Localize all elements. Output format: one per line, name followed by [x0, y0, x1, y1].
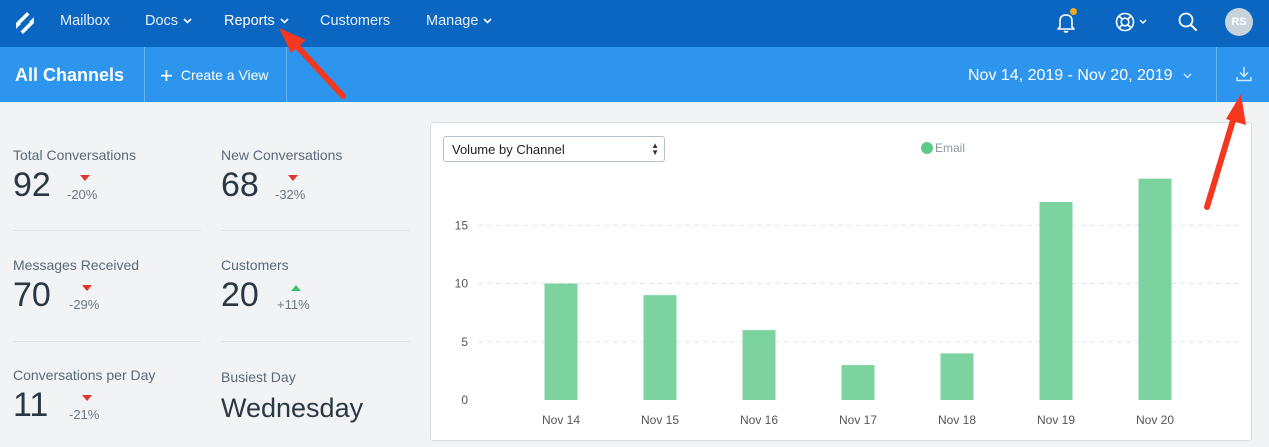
bar-nov-17 [841, 365, 875, 400]
divider [13, 341, 201, 342]
stat-label: New Conversations [221, 147, 343, 163]
create-view-label: Create a View [180, 67, 269, 83]
legend-email-label[interactable]: Email [935, 141, 966, 155]
nav-customers-label: Customers [320, 13, 391, 29]
trend-down-icon [82, 395, 92, 401]
chart-type-select[interactable]: Volume by Channel ▲ ▼ [443, 136, 665, 162]
report-toolbar: All Channels + Create a View Nov 14, 2019… [0, 47, 1269, 102]
stat-value: 20 [221, 276, 259, 314]
select-arrows-icon: ▲ ▼ [651, 141, 659, 157]
y-tick-label: 15 [455, 218, 469, 232]
divider [221, 341, 410, 342]
x-tick-label: Nov 14 [542, 413, 580, 427]
x-tick-label: Nov 17 [839, 413, 877, 427]
bell-icon[interactable] [1053, 9, 1079, 35]
top-navigation: Mailbox Docs Reports Customers Manage RS [0, 0, 1269, 47]
trend-up-icon [291, 285, 301, 291]
stat-customers: Customers 20 +11% [221, 257, 310, 314]
toolbar-divider [1216, 47, 1217, 102]
nav-customers[interactable]: Customers [320, 0, 390, 47]
avatar[interactable]: RS [1225, 8, 1253, 36]
search-icon[interactable] [1175, 9, 1201, 35]
stat-messages-received: Messages Received 70 -29% [13, 257, 140, 314]
nav-mailbox[interactable]: Mailbox [60, 0, 110, 47]
nav-reports[interactable]: Reports [224, 0, 289, 47]
create-view-button[interactable]: + Create a View [160, 47, 269, 102]
chevron-down-icon [1183, 73, 1192, 79]
busiest-day-value: Wednesday [221, 393, 364, 423]
date-range-label: Nov 14, 2019 - Nov 20, 2019 [968, 67, 1173, 84]
nav-manage[interactable]: Manage [426, 0, 492, 47]
bar-nov-18 [940, 353, 974, 400]
toolbar-divider [286, 47, 287, 102]
nav-mailbox-label: Mailbox [60, 13, 110, 29]
legend-email-swatch [921, 142, 933, 154]
y-tick-label: 10 [455, 277, 469, 291]
page-title: All Channels [15, 65, 125, 85]
stat-busiest-day: Busiest Day Wednesday [221, 369, 363, 423]
nav-docs[interactable]: Docs [145, 0, 192, 47]
divider [13, 230, 201, 231]
volume-bar-chart: 0 5 10 15 Nov 14 Nov 15 Nov 16 Nov 17 Nov 18 Nov … [455, 178, 1239, 427]
helpscout-logo-icon[interactable] [14, 10, 36, 36]
nav-reports-label: Reports [224, 13, 275, 29]
divider [221, 230, 410, 231]
y-tick-label: 5 [461, 335, 468, 349]
trend-down-icon [82, 285, 92, 291]
bar-nov-15 [643, 295, 677, 400]
help-icon[interactable] [1112, 9, 1150, 35]
bar-nov-19 [1039, 201, 1073, 400]
chevron-down-icon [483, 18, 492, 24]
stat-conversations-per-day: Conversations per Day 11 -21% [13, 367, 156, 424]
bar-nov-16 [742, 330, 776, 400]
y-tick-label: 0 [461, 393, 468, 407]
stat-new-conversations: New Conversations 68 -32% [221, 147, 343, 204]
trend-down-icon [80, 175, 90, 181]
stat-label: Customers [221, 257, 289, 273]
x-tick-label: Nov 19 [1037, 413, 1075, 427]
stat-value: 92 [13, 166, 51, 204]
chevron-down-icon [280, 18, 289, 24]
download-icon[interactable] [1234, 64, 1254, 84]
date-range-picker[interactable]: Nov 14, 2019 - Nov 20, 2019 [968, 47, 1192, 102]
x-tick-label: Nov 16 [740, 413, 778, 427]
chevron-down-icon [183, 18, 192, 24]
stat-change: -29% [69, 297, 100, 312]
bar-nov-20 [1138, 178, 1172, 400]
stat-value: 70 [13, 276, 51, 314]
stat-label: Busiest Day [221, 369, 296, 385]
stat-change: +11% [277, 297, 310, 312]
stat-value: 68 [221, 166, 259, 204]
notification-dot [1069, 7, 1078, 16]
stat-change: -20% [67, 187, 98, 202]
nav-docs-label: Docs [145, 13, 179, 29]
stat-change: -21% [69, 407, 100, 422]
toolbar-divider [144, 47, 145, 102]
nav-manage-label: Manage [426, 13, 479, 29]
stat-label: Conversations per Day [13, 367, 156, 383]
bar-nov-14 [544, 283, 578, 400]
stat-total-conversations: Total Conversations 92 -20% [13, 147, 136, 204]
trend-down-icon [288, 175, 298, 181]
stat-value: 11 [13, 386, 49, 424]
x-tick-label: Nov 20 [1136, 413, 1174, 427]
stat-change: -32% [275, 187, 306, 202]
plus-icon: + [160, 63, 173, 88]
stat-label: Messages Received [13, 257, 140, 273]
x-tick-label: Nov 18 [938, 413, 976, 427]
stat-label: Total Conversations [13, 147, 136, 163]
x-tick-label: Nov 15 [641, 413, 679, 427]
chart-type-select-value: Volume by Channel [452, 142, 565, 157]
